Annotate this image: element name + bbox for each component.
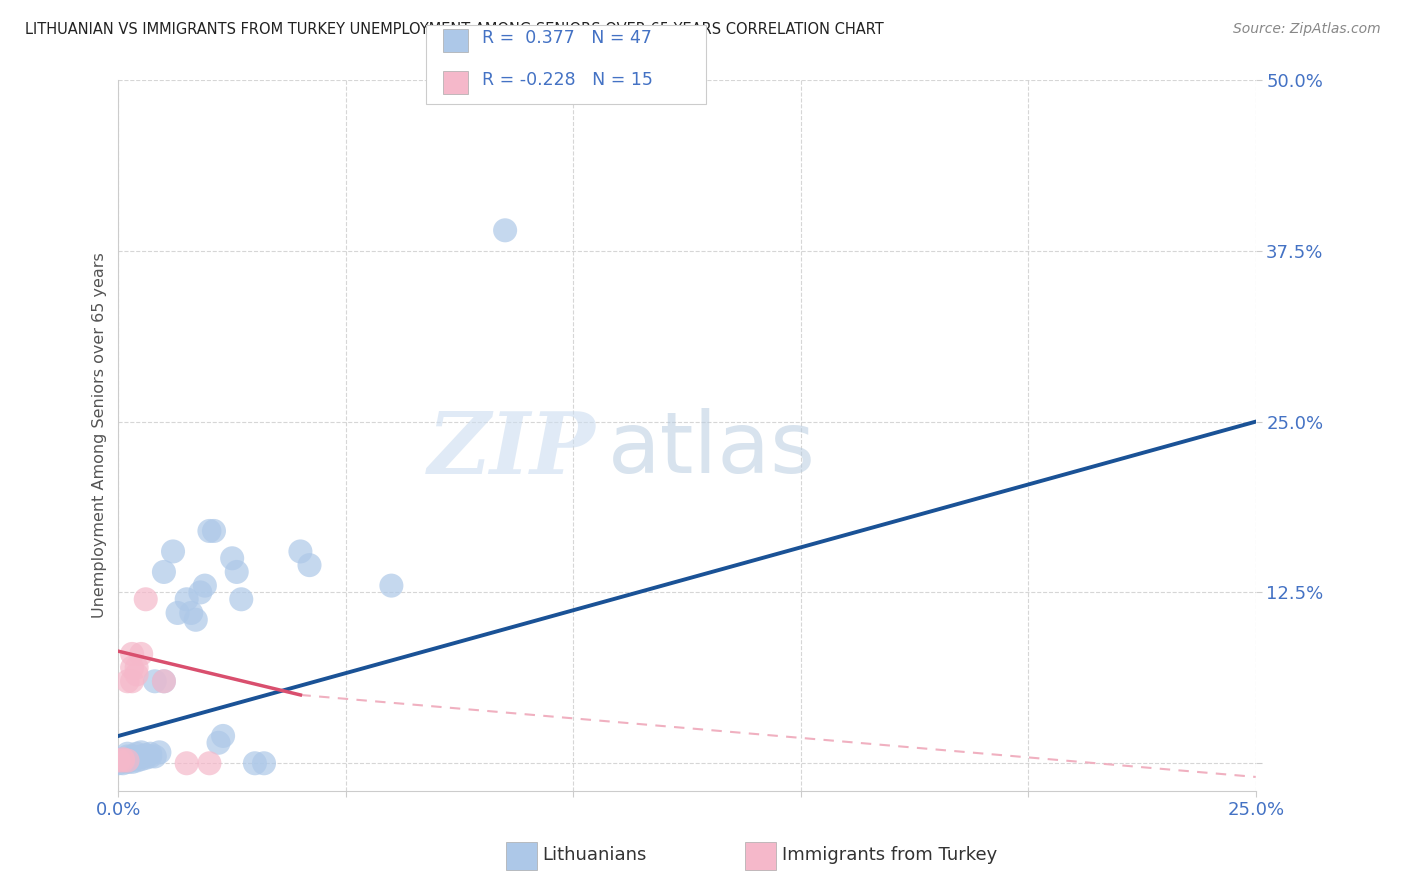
Point [231, 592, 253, 607]
Point [111, 752, 134, 766]
Point [125, 747, 148, 761]
Point [117, 754, 139, 768]
Point [129, 647, 152, 661]
Point [121, 674, 143, 689]
Text: atlas: atlas [607, 408, 815, 491]
Point [139, 749, 162, 764]
Point [143, 749, 166, 764]
Point [117, 749, 139, 764]
Point [180, 606, 202, 620]
Point [125, 660, 148, 674]
Point [117, 747, 139, 761]
Point [117, 754, 139, 768]
Point [166, 606, 188, 620]
Point [107, 754, 129, 768]
Text: R =  0.377   N = 47: R = 0.377 N = 47 [482, 29, 652, 47]
Point [125, 667, 148, 681]
Point [243, 756, 266, 771]
Point [494, 223, 516, 237]
Point [111, 754, 134, 768]
Point [194, 579, 217, 593]
Point [129, 749, 152, 764]
Point [202, 524, 225, 538]
Point [298, 558, 321, 573]
Text: Immigrants from Turkey: Immigrants from Turkey [782, 847, 997, 864]
Point [221, 551, 243, 566]
Point [121, 660, 143, 674]
Point [135, 592, 157, 607]
Point [198, 524, 221, 538]
Point [148, 745, 170, 759]
Point [117, 674, 139, 689]
Text: Lithuanians: Lithuanians [543, 847, 647, 864]
Text: ZIP: ZIP [429, 408, 596, 491]
Point [153, 565, 176, 579]
Point [153, 674, 176, 689]
Point [125, 751, 148, 765]
Point [225, 565, 247, 579]
Text: Source: ZipAtlas.com: Source: ZipAtlas.com [1233, 22, 1381, 37]
Point [111, 754, 134, 768]
Text: LITHUANIAN VS IMMIGRANTS FROM TURKEY UNEMPLOYMENT AMONG SENIORS OVER 65 YEARS CO: LITHUANIAN VS IMMIGRANTS FROM TURKEY UNE… [25, 22, 884, 37]
Point [176, 592, 198, 607]
Point [198, 756, 221, 771]
Point [111, 752, 134, 766]
Y-axis label: Unemployment Among Seniors over 65 years: Unemployment Among Seniors over 65 years [93, 252, 107, 618]
Point [143, 674, 166, 689]
Point [207, 736, 229, 750]
Point [290, 544, 312, 558]
Point [176, 756, 198, 771]
Point [121, 749, 143, 764]
Text: R = -0.228   N = 15: R = -0.228 N = 15 [482, 71, 654, 89]
Point [121, 647, 143, 661]
Point [129, 752, 152, 766]
Point [129, 745, 152, 759]
Point [380, 579, 402, 593]
Point [111, 756, 134, 771]
Point [125, 754, 148, 768]
Point [121, 752, 143, 766]
Point [135, 747, 157, 762]
Point [139, 747, 162, 761]
Point [188, 585, 211, 599]
Point [162, 544, 184, 558]
Point [153, 674, 176, 689]
Point [107, 756, 129, 771]
Point [253, 756, 276, 771]
Point [107, 754, 129, 768]
Point [184, 613, 207, 627]
Point [121, 755, 143, 769]
Point [212, 729, 235, 743]
Point [117, 755, 139, 769]
Point [135, 751, 157, 765]
